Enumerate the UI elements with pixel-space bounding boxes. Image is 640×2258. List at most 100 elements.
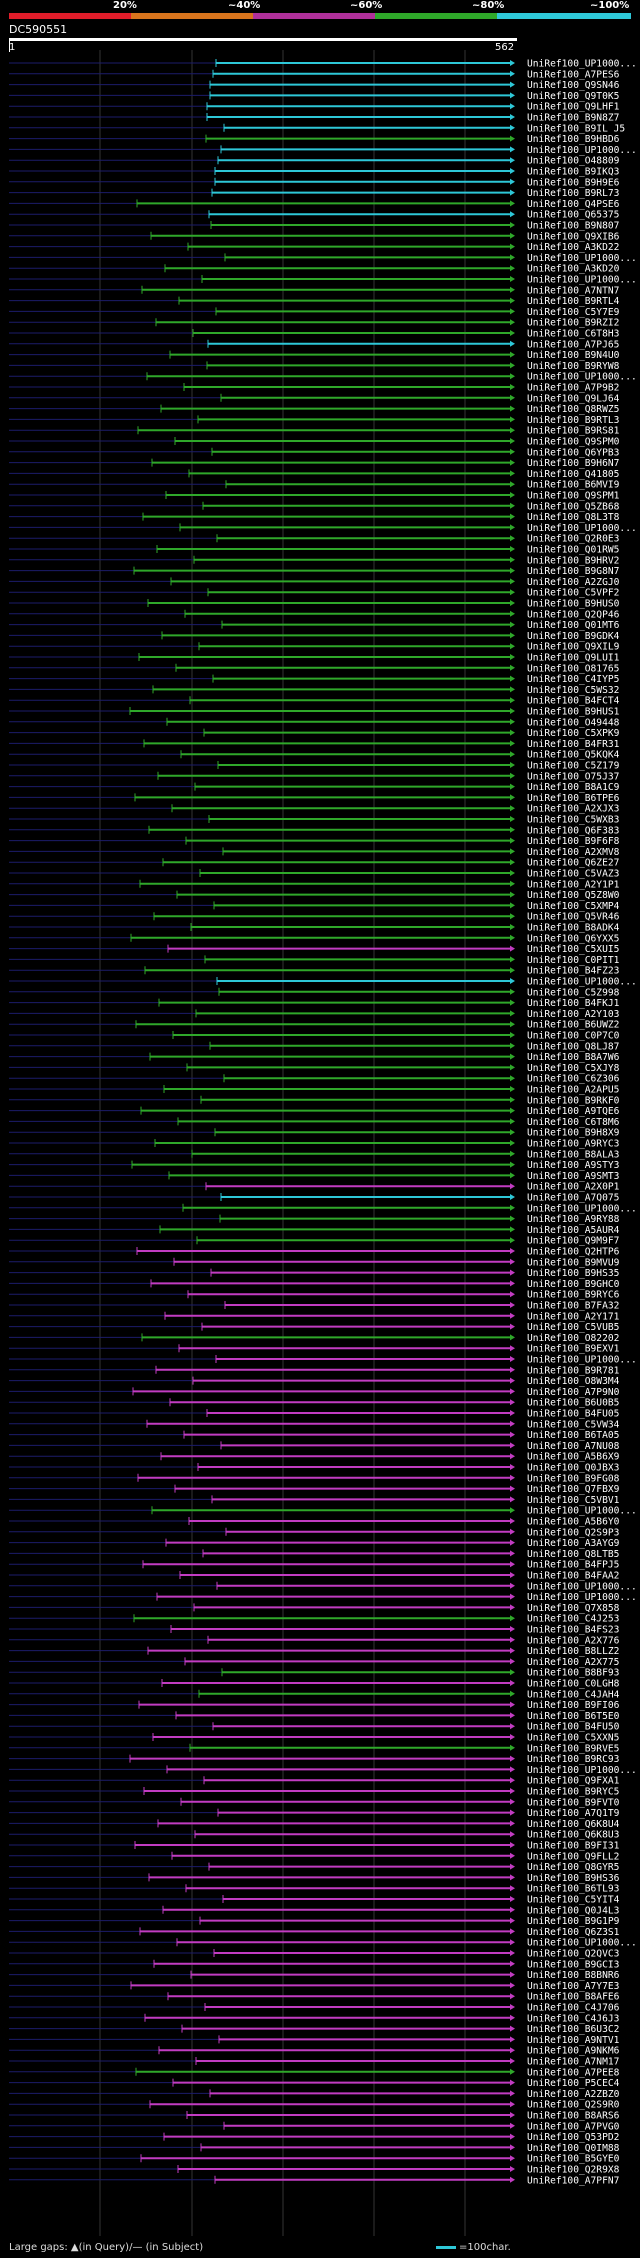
hit-row[interactable]: UniRef100_A7NTN7 [9,285,620,296]
hit-label[interactable]: UniRef100_A3AYG9 [527,1538,620,1549]
hit-label[interactable]: UniRef100_A7P9N0 [527,1387,620,1398]
hit-label[interactable]: UniRef100_B6TL93 [527,1884,620,1895]
hit-label[interactable]: UniRef100_B8BF93 [527,1668,620,1679]
hit-row[interactable]: UniRef100_A9NKM6 [9,2046,620,2057]
hit-label[interactable]: UniRef100_A2ZBZ0 [527,2089,620,2100]
hit-row[interactable]: UniRef100_Q7X858 [9,1603,620,1614]
hit-label[interactable]: UniRef100_C5VW34 [527,1419,620,1430]
hit-label[interactable]: UniRef100_UP1000... [527,1203,637,1214]
hit-row[interactable]: UniRef100_UP1000... [9,977,637,988]
hit-row[interactable]: UniRef100_A2Y1P1 [9,879,620,890]
hit-label[interactable]: UniRef100_C5Z998 [527,987,620,998]
hit-label[interactable]: UniRef100_Q2QVC3 [527,1949,620,1960]
hit-label[interactable]: UniRef100_B9RTL3 [527,415,620,426]
hit-row[interactable]: UniRef100_A7NM17 [9,2057,620,2068]
hit-label[interactable]: UniRef100_B6U3C2 [527,2024,619,2035]
hit-row[interactable]: UniRef100_B9GHC0 [9,1279,620,1290]
hit-row[interactable]: UniRef100_B6TPE6 [9,793,620,804]
hit-row[interactable]: UniRef100_UP1000... [9,1765,637,1776]
hit-row[interactable]: UniRef100_A2Y103 [9,1009,620,1020]
hit-label[interactable]: UniRef100_C4J6J3 [527,2013,620,2024]
hit-row[interactable]: UniRef100_P5CEC4 [9,2078,620,2089]
hit-row[interactable]: UniRef100_B9RVE5 [9,1743,619,1754]
hit-label[interactable]: UniRef100_UP1000... [527,1581,637,1592]
hit-label[interactable]: UniRef100_A5B6Y0 [527,1517,620,1528]
hit-row[interactable]: UniRef100_C4J6J3 [9,2013,620,2024]
hit-row[interactable]: UniRef100_Q9FLL2 [9,1851,619,1862]
hit-label[interactable]: UniRef100_Q9LHF1 [527,102,620,113]
hit-label[interactable]: UniRef100_A2X775 [527,1657,619,1668]
hit-label[interactable]: UniRef100_C5YIT4 [527,1895,620,1906]
hit-row[interactable]: UniRef100_Q2R0E3 [9,534,620,545]
hit-row[interactable]: UniRef100_B8ALA3 [9,1149,620,1160]
hit-label[interactable]: UniRef100_C6T8M6 [527,1117,620,1128]
hit-label[interactable]: UniRef100_B9RYW8 [527,361,620,372]
hit-label[interactable]: UniRef100_B9N807 [527,221,620,232]
hit-row[interactable]: UniRef100_C5VPF2 [9,588,619,599]
hit-label[interactable]: UniRef100_B9FI31 [527,1841,620,1852]
hit-row[interactable]: UniRef100_Q01RW5 [9,545,619,556]
hit-row[interactable]: UniRef100_Q9XIB6 [9,231,620,242]
hit-label[interactable]: UniRef100_UP1000... [527,1765,637,1776]
hit-row[interactable]: UniRef100_Q7FBX9 [9,1484,620,1495]
hit-label[interactable]: UniRef100_A2X0P1 [527,1182,620,1193]
hit-label[interactable]: UniRef100_C6T8H3 [527,329,620,340]
hit-row[interactable]: UniRef100_A5B6X9 [9,1452,620,1463]
hit-row[interactable]: UniRef100_Q9SPM0 [9,437,620,448]
hit-row[interactable]: UniRef100_B9N807 [9,221,620,232]
hit-label[interactable]: UniRef100_Q6YPB3 [527,447,620,458]
hit-row[interactable]: UniRef100_A9NTV1 [9,2035,620,2046]
hit-label[interactable]: UniRef100_C5XXN5 [527,1733,619,1744]
hit-label[interactable]: UniRef100_Q9LUI1 [527,653,620,664]
hit-label[interactable]: UniRef100_UP1000... [527,372,637,383]
hit-row[interactable]: UniRef100_C5VUB5 [9,1322,619,1333]
hit-label[interactable]: UniRef100_A7Q075 [527,1193,619,1204]
hit-row[interactable]: UniRef100_A5AUR4 [9,1225,620,1236]
hit-row[interactable]: UniRef100_C0LGH8 [9,1679,620,1690]
hit-label[interactable]: UniRef100_B9HS35 [527,1268,619,1279]
hit-row[interactable]: UniRef100_C5XUI5 [9,944,619,955]
hit-label[interactable]: UniRef100_B6T5E0 [527,1711,620,1722]
hit-row[interactable]: UniRef100_Q8LJ87 [9,1041,620,1052]
hit-row[interactable]: UniRef100_UP1000... [9,145,637,156]
hit-row[interactable]: UniRef100_Q9T0K5 [9,91,619,102]
hit-label[interactable]: UniRef100_B9HBD6 [527,134,620,145]
hit-label[interactable]: UniRef100_Q5Z8W0 [527,890,620,901]
hit-row[interactable]: UniRef100_Q53PD2 [9,2132,619,2143]
hit-label[interactable]: UniRef100_Q8LJ87 [527,1041,620,1052]
hit-label[interactable]: UniRef100_Q7X858 [527,1603,620,1614]
hit-label[interactable]: UniRef100_A3KD22 [527,242,619,253]
hit-row[interactable]: UniRef100_Q8L3T8 [9,512,620,523]
hit-row[interactable]: UniRef100_A2ZGJ0 [9,577,620,588]
hit-row[interactable]: UniRef100_B9GCI3 [9,1959,620,1970]
hit-label[interactable]: UniRef100_UP1000... [527,1506,637,1517]
hit-row[interactable]: UniRef100_C6T8M6 [9,1117,620,1128]
hit-row[interactable]: UniRef100_Q0IM88 [9,2143,620,2154]
hit-row[interactable]: UniRef100_A2Y171 [9,1311,620,1322]
hit-label[interactable]: UniRef100_Q2S9R0 [527,2100,620,2111]
hit-row[interactable]: UniRef100_B8BNR6 [9,1970,620,1981]
hit-row[interactable]: UniRef100_B9RS81 [9,426,620,437]
hit-label[interactable]: UniRef100_B9N8Z7 [527,113,620,124]
hit-label[interactable]: UniRef100_Q5VR46 [527,912,620,923]
hit-label[interactable]: UniRef100_C5VPF2 [527,588,619,599]
hit-label[interactable]: UniRef100_A7PVG0 [527,2121,620,2132]
hit-row[interactable]: UniRef100_UP1000... [9,253,637,264]
hit-label[interactable]: UniRef100_B9GDK4 [527,631,620,642]
hit-label[interactable]: UniRef100_C4J253 [527,1614,620,1625]
hit-label[interactable]: UniRef100_B9HUS1 [527,707,620,718]
hit-label[interactable]: UniRef100_C4JAH4 [527,1689,620,1700]
hit-row[interactable]: UniRef100_C5VBV1 [9,1495,620,1506]
hit-row[interactable]: UniRef100_B6TA05 [9,1430,619,1441]
hit-label[interactable]: UniRef100_C5VUB5 [527,1322,619,1333]
hit-row[interactable]: UniRef100_B9RTL3 [9,415,620,426]
hit-row[interactable]: UniRef100_B9HS35 [9,1268,619,1279]
hit-row[interactable]: UniRef100_Q9LHF1 [9,102,620,113]
hit-row[interactable]: UniRef100_C6Z306 [9,1074,620,1085]
hit-row[interactable]: UniRef100_O75J37 [9,771,620,782]
hit-row[interactable]: UniRef100_Q6ZE27 [9,858,620,869]
hit-row[interactable]: UniRef100_B4FU05 [9,1409,619,1420]
hit-label[interactable]: UniRef100_B5GYE0 [527,2154,620,2165]
hit-row[interactable]: UniRef100_Q6YXX5 [9,933,619,944]
hit-row[interactable]: UniRef100_C5Y7E9 [9,307,620,318]
